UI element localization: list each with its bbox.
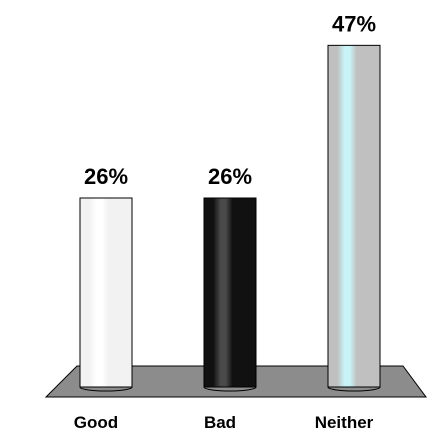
bar-good <box>79 197 133 392</box>
tick-label-neither: Neither <box>315 413 374 432</box>
bar-bad <box>203 197 257 392</box>
bar-base-neither <box>327 386 381 392</box>
value-label-bad: 26% <box>208 164 252 189</box>
bar-body-bad <box>203 197 257 388</box>
value-label-good: 26% <box>84 164 128 189</box>
value-label-neither: 47% <box>332 11 376 36</box>
bars-layer <box>79 44 381 392</box>
bar-body-neither <box>327 44 381 388</box>
bar-neither <box>327 44 381 392</box>
tick-label-bad: Bad <box>204 413 236 432</box>
tick-label-good: Good <box>74 413 118 432</box>
tick-labels-layer: Good Bad Neither <box>74 413 374 432</box>
value-labels-layer: 26% 26% 47% <box>84 11 376 189</box>
bar-base-good <box>79 386 133 392</box>
bar-body-good <box>79 197 133 388</box>
bar-base-bad <box>203 386 257 392</box>
